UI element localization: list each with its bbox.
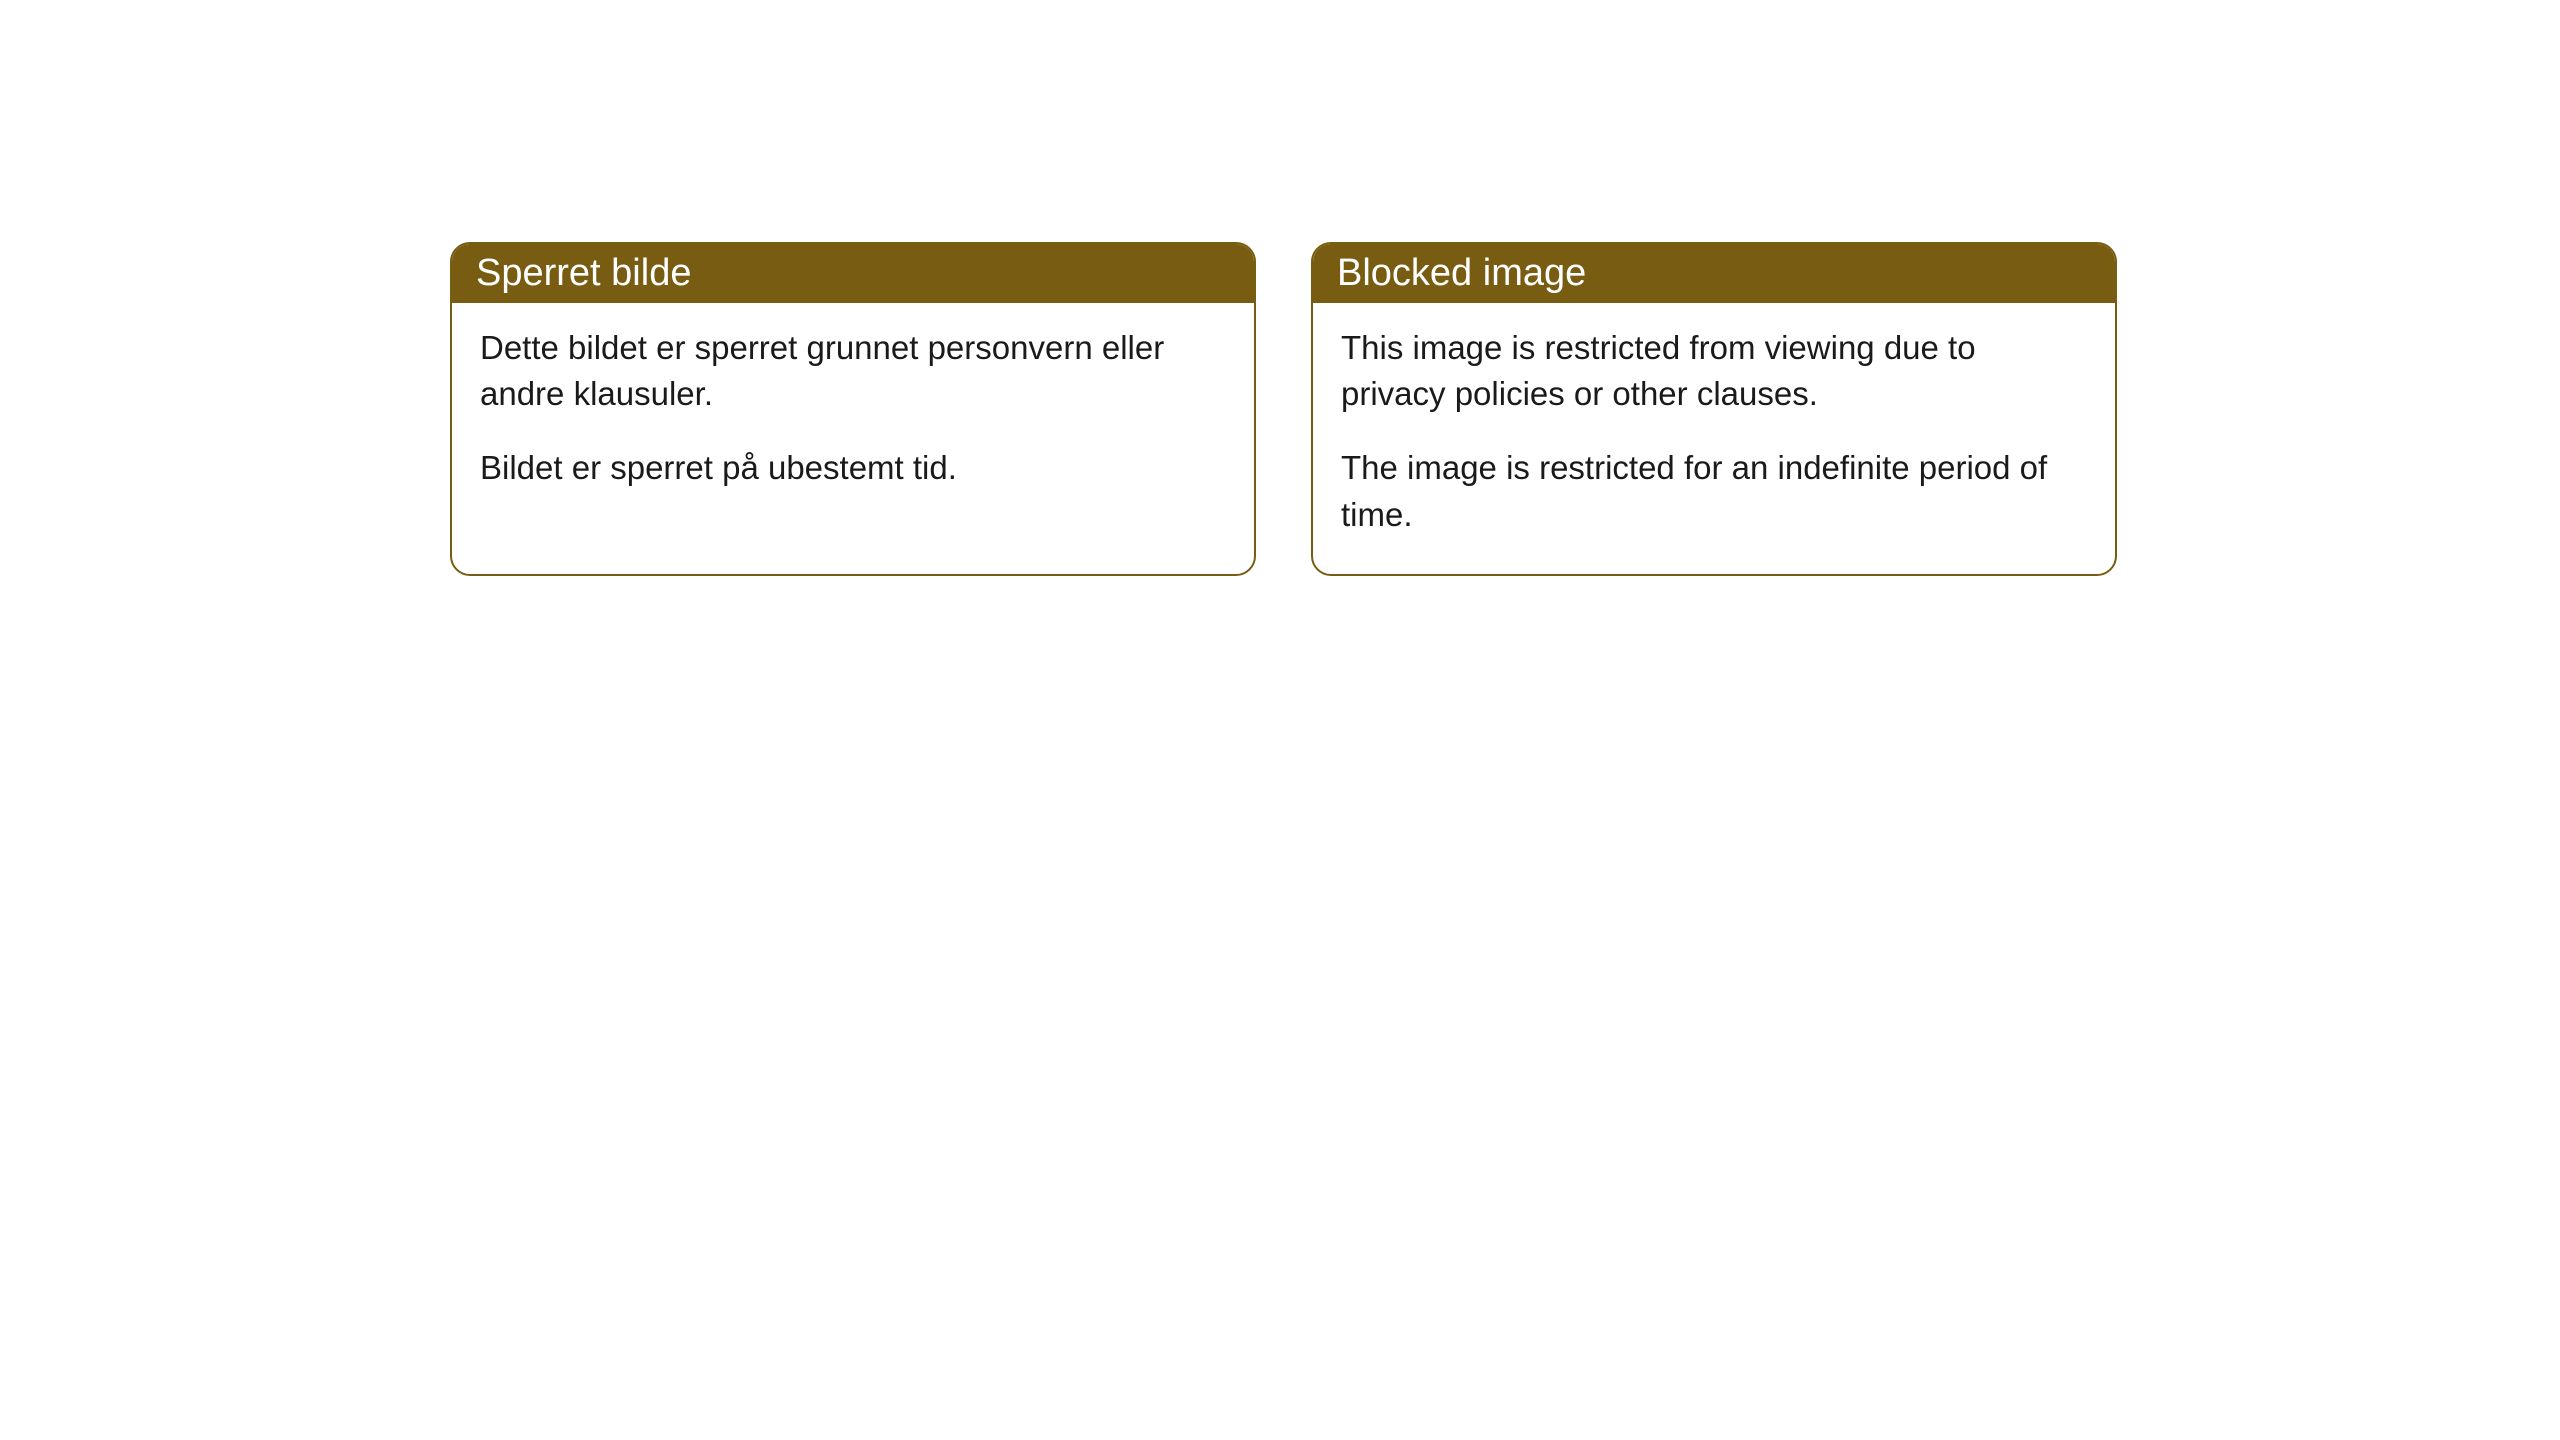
card-text-no-1: Dette bildet er sperret grunnet personve… [480,325,1226,417]
card-text-no-2: Bildet er sperret på ubestemt tid. [480,445,1226,491]
blocked-image-card-no: Sperret bilde Dette bildet er sperret gr… [450,242,1256,576]
card-text-en-1: This image is restricted from viewing du… [1341,325,2087,417]
card-body-en: This image is restricted from viewing du… [1313,303,2115,574]
card-body-no: Dette bildet er sperret grunnet personve… [452,303,1254,528]
card-text-en-2: The image is restricted for an indefinit… [1341,445,2087,537]
card-header-en: Blocked image [1313,244,2115,303]
card-header-no: Sperret bilde [452,244,1254,303]
notice-cards-container: Sperret bilde Dette bildet er sperret gr… [450,242,2117,576]
blocked-image-card-en: Blocked image This image is restricted f… [1311,242,2117,576]
